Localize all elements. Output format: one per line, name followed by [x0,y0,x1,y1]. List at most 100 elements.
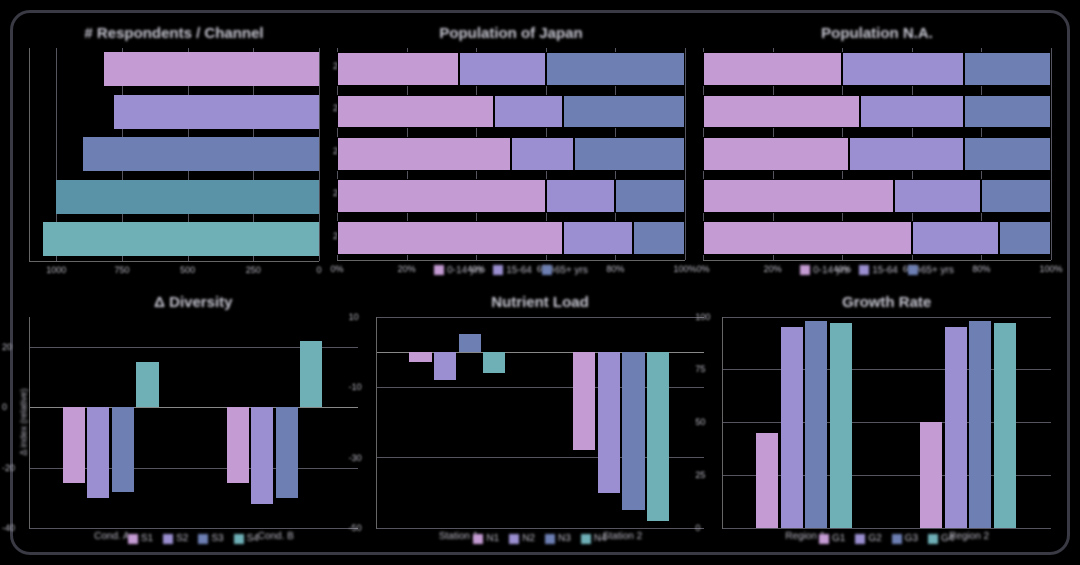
y-tick: 100 [695,312,710,322]
stack-segment [703,221,912,255]
legend-item: G2 [855,533,881,544]
bar [63,407,85,483]
stack-segment [337,221,563,255]
stack-segment [981,179,1051,213]
legend-item: N1 [473,533,499,544]
chart-legend: 0-14 yrs 15-64 65+ yrs [703,265,1051,276]
y-tick: 25 [695,470,705,480]
stack-segment [494,95,564,129]
bar [112,407,134,492]
bottom-row: Δ Diversity Δ index (relative)-40-20020C… [29,294,1051,545]
legend-item: 65+ yrs [908,265,954,276]
chart-card: # Respondents / Channel 1000750500250020… [10,10,1070,555]
chart-title: Δ Diversity [29,294,358,311]
legend-item: 0-14 yrs [434,265,483,276]
y-tick: 0 [695,523,700,533]
legend-item: S2 [163,533,188,544]
stack-segment [912,221,999,255]
chart-title: Nutrient Load [376,294,705,311]
bar [756,433,778,528]
y-tick: -50 [349,523,362,533]
stack-segment [964,95,1051,129]
y-tick: 75 [695,364,705,374]
y-tick: -30 [349,453,362,463]
stack-segment [337,137,511,171]
panel-nutrient: Nutrient Load -50-30-1010Station 1Statio… [376,294,705,545]
chart-title: Population of Japan [337,25,685,42]
bar [920,422,942,528]
legend-item: 65+ yrs [542,265,588,276]
bar [994,323,1016,528]
stack-segment [615,179,685,213]
x-tick: 500 [180,265,195,275]
y-tick: -40 [2,523,15,533]
stack-segment [546,52,685,86]
legend-item: N2 [509,533,535,544]
stack-segment [337,179,546,213]
chart-plot: Δ index (relative)-40-20020Cond. ACond. … [29,317,358,530]
panel-diversity: Δ Diversity Δ index (relative)-40-20020C… [29,294,358,545]
bar [945,327,967,528]
bar [251,407,273,504]
bar [43,222,319,256]
bar [56,180,319,214]
stack-segment [546,179,616,213]
stack-segment [633,221,685,255]
stack-segment [703,52,842,86]
bar [459,334,481,352]
y-tick: 20 [2,342,12,352]
stack-segment [703,137,849,171]
bar [409,352,431,363]
chart-title: Population N.A. [703,25,1051,42]
x-tick: 0 [316,265,321,275]
chart-legend: N1 N2 N3 N4 [376,533,705,544]
stack-segment [860,95,964,129]
legend-item: 15-64 [493,265,532,276]
chart-title: # Respondents / Channel [29,25,319,42]
bar [104,52,319,86]
bar [805,321,827,528]
chart-plot: 1000750500250020242023202220212020 [29,48,319,262]
x-tick: 250 [246,265,261,275]
y-tick: -20 [2,463,15,473]
stack-segment [842,52,964,86]
legend-item: S3 [198,533,223,544]
stack-segment [337,95,494,129]
chart-plot: 0%20%40%60%80%100% [337,48,685,261]
stack-segment [563,95,685,129]
stack-segment [337,52,459,86]
panel-growth: Growth Rate 0255075100Region 1Region 2 G… [722,294,1051,545]
stack-segment [894,179,981,213]
bar [87,407,109,498]
bar [434,352,456,380]
panel-respondents: # Respondents / Channel 1000750500250020… [29,25,319,276]
x-tick: 1000 [46,265,66,275]
bar [483,352,505,373]
bar [114,95,319,129]
y-tick: 10 [349,312,359,322]
bar [598,352,620,493]
bar [276,407,298,498]
top-row: # Respondents / Channel 1000750500250020… [29,25,1051,276]
chart-legend: S1 S2 S3 S4 [29,533,358,544]
bar [136,362,158,407]
y-tick: 50 [695,417,705,427]
chart-legend: 0-14 yrs 15-64 65+ yrs [337,265,685,276]
legend-item: N3 [545,533,571,544]
bar [300,341,322,407]
chart-plot: -50-30-1010Station 1Station 2 [376,317,705,530]
bar [647,352,669,521]
legend-item: S1 [128,533,153,544]
bar [573,352,595,451]
stack-segment [999,221,1051,255]
y-axis-label: Δ index (relative) [19,389,29,456]
stack-segment [511,137,574,171]
panel-pop-japan: Population of Japan 0%20%40%60%80%100% 0… [337,25,685,276]
stack-segment [574,137,685,171]
chart-plot: 0%20%40%60%80%100% [703,48,1051,261]
chart-title: Growth Rate [722,294,1051,311]
bar [969,321,991,528]
panel-pop-na: Population N.A. 0%20%40%60%80%100% 0-14 … [703,25,1051,276]
legend-item: G1 [819,533,845,544]
stack-segment [964,52,1051,86]
